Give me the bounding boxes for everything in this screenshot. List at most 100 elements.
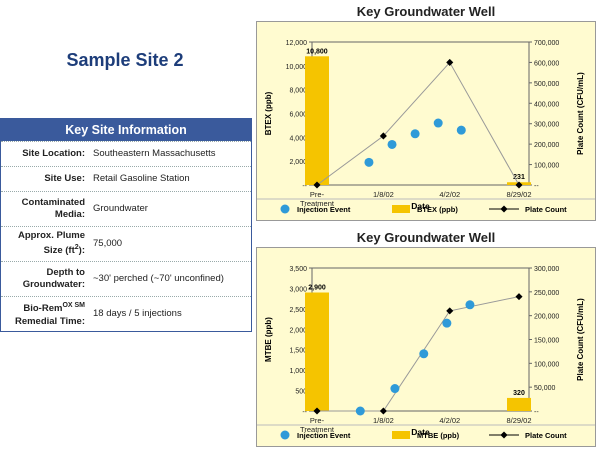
x-tick-label: 4/2/02 [439, 190, 460, 199]
injection-event-point [456, 125, 466, 135]
chart-svg: 3,500 3,000 2,500 2,000 1,500 1,000 500 -- 300,0… [257, 266, 595, 440]
info-label: Bio-RemOX SM Remedial Time: [14, 302, 85, 327]
x-axis-label: Date [411, 201, 430, 211]
bar [305, 56, 329, 185]
x-tick-label: Treatment [300, 199, 335, 208]
plate-count-line [317, 296, 520, 412]
key-site-info-table: Key Site Information Site Location: Sout… [0, 118, 252, 332]
y-tick-label: 6,000 [289, 112, 307, 119]
y-axis-label: MTBE (ppb) [264, 317, 273, 362]
y-tick-label: 500 [295, 389, 307, 396]
chart-title: Key Groundwater Well [356, 230, 496, 245]
plate-count-point [446, 58, 454, 66]
y-tick-label: -- [302, 409, 307, 416]
plate-count-point [313, 407, 321, 415]
y2-tick-label: 300,000 [534, 266, 559, 273]
info-label: Site Location: [22, 148, 85, 159]
bar [305, 292, 329, 411]
injection-event-point [355, 406, 365, 416]
chart-title: Key Groundwater Well [356, 4, 496, 19]
info-label: Contaminated Media: [21, 197, 85, 220]
plate-count-point [515, 181, 523, 189]
bar-data-label: 10,800 [306, 48, 328, 55]
legend-line-label: Plate Count [525, 205, 567, 214]
plate-count-point [515, 293, 523, 301]
legend-marker-icon [500, 431, 508, 439]
info-row: Depth to Groundwater: ~30' perched (~70' … [1, 261, 251, 296]
bar-data-label: 2,900 [308, 285, 326, 292]
y-tick-label: 1,000 [289, 368, 307, 375]
x-tick-label: 1/8/02 [373, 190, 394, 199]
legend-line-label: Plate Count [525, 431, 567, 440]
plate-count-point [379, 407, 387, 415]
injection-event-point [390, 384, 400, 394]
plot-area [311, 41, 530, 186]
plate-count-point [313, 181, 321, 189]
legend-injection-label: Injection Event [297, 205, 351, 214]
y2-tick-label: 600,000 [534, 60, 559, 67]
y-tick-label: 10,000 [286, 64, 308, 71]
x-tick-label: Pre- [310, 190, 325, 199]
y-axis-label: BTEX (ppb) [264, 91, 273, 135]
info-row: Contaminated Media: Groundwater [1, 191, 251, 226]
legend-bar-label: MTBE (ppb) [417, 431, 460, 440]
y-tick-label: 2,000 [289, 159, 307, 166]
y2-axis-label: Plate Count (CFU/mL) [576, 298, 585, 381]
site-title: Sample Site 2 [66, 50, 184, 70]
y2-tick-label: 250,000 [534, 290, 559, 297]
chart-svg: 12,000 10,000 8,000 6,000 4,000 2,000 -- 700,00… [257, 40, 595, 214]
y2-tick-label: -- [534, 409, 539, 416]
chart-mtbe: Key Groundwater Well 3,500 3,000 2,500 2,00… [256, 229, 596, 447]
y-tick-label: 2,500 [289, 307, 307, 314]
y2-tick-label: -- [534, 183, 539, 190]
x-tick-label: Treatment [300, 425, 335, 434]
x-tick-label: 8/29/02 [506, 190, 531, 199]
info-label: Approx. Plume Size (ft2): [17, 230, 85, 257]
info-row: Site Use: Retail Gasoline Station [1, 166, 251, 191]
injection-event-point [364, 157, 374, 167]
bar [507, 397, 531, 411]
plate-count-line [316, 61, 520, 186]
chart-btex: Key Groundwater Well 12,000 10,000 8,000 6,… [256, 3, 596, 221]
y-tick-label: 2,000 [289, 327, 307, 334]
info-label: Site Use: [44, 173, 85, 184]
legend-injection-icon [280, 430, 290, 440]
info-label: Depth to Groundwater: [22, 267, 85, 290]
info-value: Groundwater [93, 203, 148, 214]
legend-injection-label: Injection Event [297, 431, 351, 440]
y2-tick-label: 100,000 [534, 361, 559, 368]
info-row: Bio-RemOX SM Remedial Time: 18 days / 5 i… [1, 296, 251, 331]
y2-tick-label: 700,000 [534, 40, 559, 47]
info-value: Southeastern Massachusetts [93, 148, 216, 159]
plot-area [311, 267, 530, 412]
info-value: ~30' perched (~70' unconfined) [93, 273, 224, 284]
injection-event-point [419, 349, 429, 359]
y-tick-label: 3,500 [289, 266, 307, 273]
injection-event-point [465, 300, 475, 310]
info-row: Approx. Plume Size (ft2): 75,000 [1, 226, 251, 261]
plate-count-point [379, 132, 387, 140]
y2-tick-label: 50,000 [534, 385, 556, 392]
info-value: 18 days / 5 injections [93, 308, 182, 319]
y2-tick-label: 400,000 [534, 101, 559, 108]
bar-data-label: 320 [513, 390, 525, 397]
y2-tick-label: 200,000 [534, 314, 559, 321]
y2-axis-label: Plate Count (CFU/mL) [576, 72, 585, 155]
y-tick-label: 1,500 [289, 348, 307, 355]
info-value: Retail Gasoline Station [93, 173, 190, 184]
table-header: Key Site Information [1, 119, 251, 141]
info-row: Site Location: Southeastern Massachusett… [1, 141, 251, 166]
y-tick-label: -- [302, 183, 307, 190]
y-tick-label: 3,000 [289, 286, 307, 293]
info-value: 75,000 [93, 238, 123, 249]
legend-marker-icon [500, 205, 508, 213]
bar-data-label: 231 [513, 174, 525, 181]
y-tick-label: 8,000 [289, 88, 307, 95]
x-tick-label: 4/2/02 [439, 416, 460, 425]
legend-injection-icon [280, 204, 290, 214]
y-tick-label: 4,000 [289, 135, 307, 142]
injection-event-point [442, 318, 452, 328]
y2-tick-label: 300,000 [534, 122, 559, 129]
x-tick-label: 1/8/02 [373, 416, 394, 425]
legend-bar-label: BTEX (ppb) [417, 205, 458, 214]
